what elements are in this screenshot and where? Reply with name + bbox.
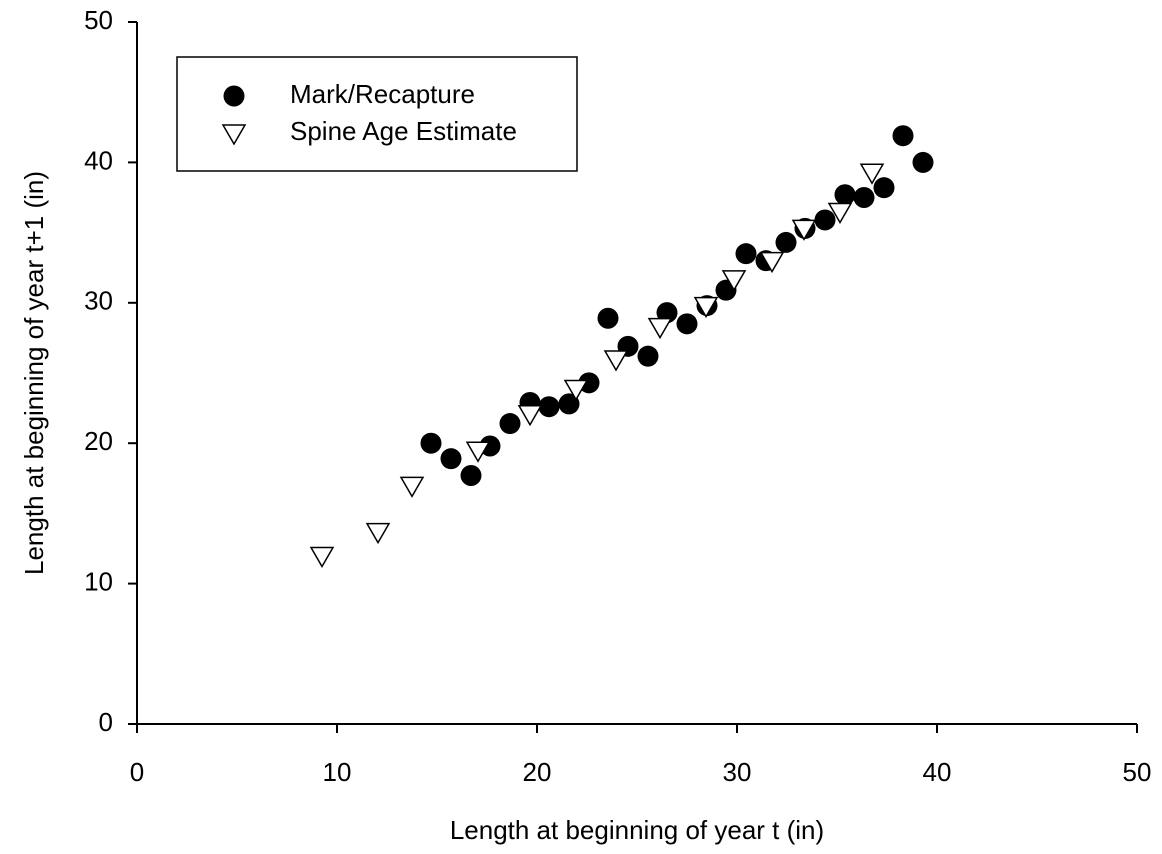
point (775, 231, 797, 253)
point (578, 372, 600, 394)
x-axis-label: Length at beginning of year t (in) (450, 815, 824, 845)
point (538, 396, 560, 418)
point (465, 441, 491, 463)
point (499, 413, 521, 435)
point (603, 350, 629, 372)
y-tick-label: 40 (84, 145, 113, 175)
point (676, 313, 698, 335)
x-tick-label: 50 (1123, 757, 1152, 787)
legend-label: Mark/Recapture (290, 79, 475, 109)
x-tick-label: 40 (923, 757, 952, 787)
point (597, 307, 619, 329)
point (517, 404, 543, 427)
x-tick-label: 0 (130, 757, 144, 787)
x-tick-label: 30 (723, 757, 752, 787)
point (892, 125, 914, 147)
y-tick-label: 20 (84, 426, 113, 456)
point (853, 187, 875, 208)
point (693, 296, 719, 319)
point (647, 317, 673, 340)
y-tick-label: 0 (99, 707, 113, 737)
legend-box (176, 56, 578, 172)
y-tick-label: 10 (84, 566, 113, 596)
y-tick-label: 30 (84, 286, 113, 316)
point (309, 546, 335, 569)
point (460, 464, 482, 486)
point (365, 522, 391, 545)
y-tick-label: 50 (84, 5, 113, 35)
point (873, 177, 895, 199)
point (912, 151, 934, 173)
point (440, 448, 462, 470)
point (637, 345, 659, 367)
point (814, 209, 836, 231)
x-tick-label: 20 (523, 757, 552, 787)
point (859, 163, 885, 185)
point (399, 476, 425, 498)
legend-label: Spine Age Estimate (290, 116, 517, 146)
legend-marker (221, 124, 247, 146)
y-axis-label: Length at beginning of year t+1 (in) (19, 171, 49, 575)
point (656, 302, 678, 324)
legend-marker (223, 85, 245, 107)
point (563, 379, 589, 401)
point (791, 219, 817, 241)
point (735, 243, 757, 265)
x-tick-label: 10 (323, 757, 352, 787)
point (558, 393, 580, 415)
point (721, 270, 747, 292)
point (759, 251, 785, 274)
point (827, 202, 853, 225)
point (834, 184, 856, 206)
point (479, 435, 501, 457)
point (420, 432, 442, 454)
